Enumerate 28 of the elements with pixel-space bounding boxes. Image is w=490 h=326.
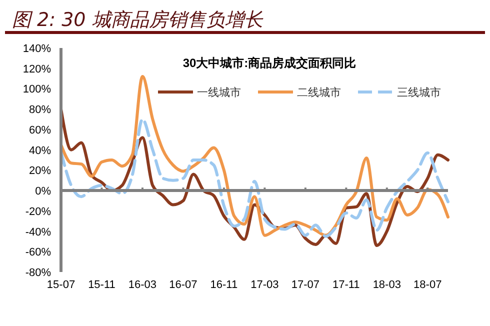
x-tick-label: 15-11 [88,279,116,291]
y-tick-label: 80% [28,104,52,116]
x-tick-label: 16-11 [210,279,238,291]
y-tick-label: -60% [25,246,52,259]
text: 30大中城市:商品房成交面积同比 [182,56,356,70]
x-tick-label: 18-07 [414,279,442,291]
x-tick-label: 17-03 [250,279,279,291]
x-tick-label: 18-03 [372,279,401,291]
y-tick-label: -80% [25,267,52,279]
x-tick-label: 16-03 [128,279,157,291]
x-tick-label: 16-07 [169,279,198,291]
x-tick-label: 17-11 [332,279,360,291]
line-series [60,75,450,237]
y-tick-label: 100% [22,84,52,96]
y-tick-label: 20% [28,165,52,178]
y-tick-label: 60% [28,124,52,136]
chart-title: 图 2: 30 城商品房销售负增长 [12,9,264,31]
x-tick-label: 15-07 [46,279,76,291]
x-tick-label: 17-07 [291,279,320,291]
legend-label: 一线城市 [197,86,241,99]
y-tick-label: 0% [35,186,52,198]
y-tick-label: 120% [22,63,52,76]
legend-label: 二线城市 [297,86,341,99]
y-tick-label: -20% [25,206,52,218]
y-tick-label: -40% [25,226,52,238]
legend-label: 三线城市 [397,86,441,99]
y-tick-label: 40% [28,144,52,157]
y-tick-label: 140% [22,43,52,55]
